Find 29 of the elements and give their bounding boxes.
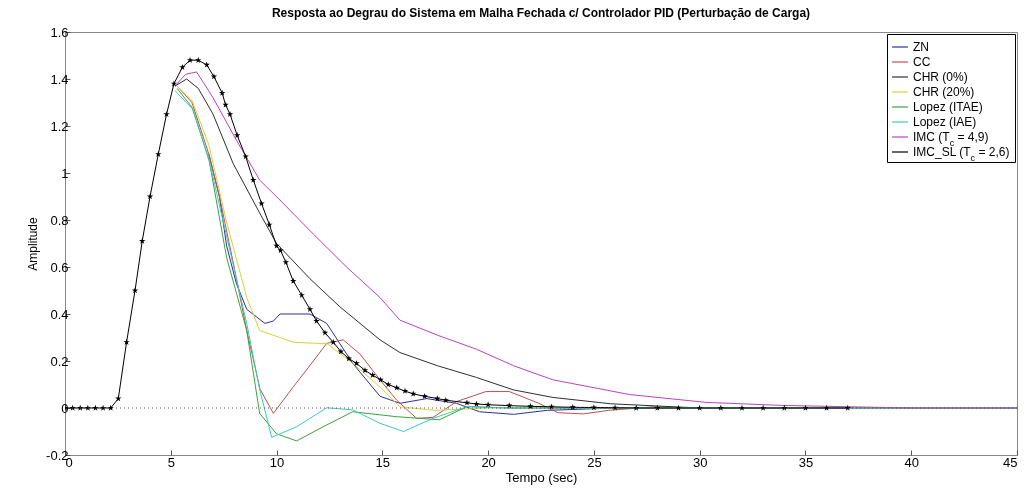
y-tick-label: 0.6 xyxy=(50,259,69,275)
y-tick-label: 1.2 xyxy=(50,118,69,134)
legend-label: IMC (T$_{c}$ = 4,9) xyxy=(913,130,989,148)
legend-label: CHR (20%) xyxy=(913,85,975,99)
y-tick-label: 0.4 xyxy=(50,306,69,322)
x-tick-label: 20 xyxy=(481,454,496,470)
legend-label: IMC_SL (T$_{c}$ = 2,6) xyxy=(913,145,1010,163)
x-tick-label: 35 xyxy=(798,454,814,470)
y-tick-label: 1 xyxy=(61,165,69,181)
y-tick-label: 1.6 xyxy=(50,24,69,40)
x-tick-label: 15 xyxy=(375,454,391,470)
y-tick-label: 0.8 xyxy=(50,212,69,228)
legend-label: ZN xyxy=(913,40,929,54)
chart-title: Resposta ao Degrau do Sistema em Malha Fechada c/ Controlador PID (Perturbação de Carga) xyxy=(271,6,811,20)
legend-label: CHR (0%) xyxy=(913,70,968,84)
x-tick-label: 10 xyxy=(269,454,285,470)
x-tick-label: 5 xyxy=(167,454,175,470)
x-tick-label: 45 xyxy=(1003,454,1018,470)
y-tick-label: 0.2 xyxy=(50,353,69,369)
y-tick-label: 1.4 xyxy=(50,71,69,87)
x-tick-label: 25 xyxy=(587,454,602,470)
x-axis-title: Tempo (sec) xyxy=(505,469,578,485)
x-tick-label: 30 xyxy=(692,454,708,470)
y-axis-title: Amplitude xyxy=(26,217,41,271)
legend-label: Lopez (IAE) xyxy=(913,115,977,129)
legend-label: Lopez (ITAE) xyxy=(913,100,983,114)
legend-label: CC xyxy=(913,55,931,69)
y-tick-label: 0 xyxy=(61,400,69,416)
x-tick-label: 40 xyxy=(904,454,919,470)
